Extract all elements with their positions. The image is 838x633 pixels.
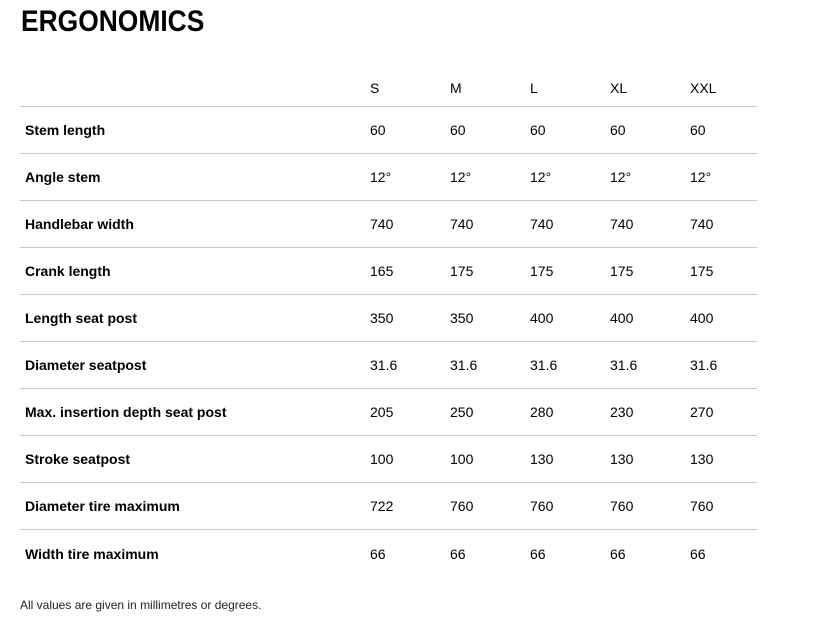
table-row: Length seat post 350 350 400 400 400 xyxy=(20,295,757,342)
row-value: 31.6 xyxy=(610,357,638,373)
row-value: 205 xyxy=(370,404,394,420)
row-value: 12° xyxy=(450,169,472,185)
row-value: 31.6 xyxy=(450,357,478,373)
row-value: 60 xyxy=(370,122,386,138)
row-value: 400 xyxy=(610,310,634,326)
table-row: Width tire maximum 66 66 66 66 66 xyxy=(20,530,757,577)
row-value: 760 xyxy=(610,498,634,514)
row-value: 175 xyxy=(690,263,714,279)
row-label: Length seat post xyxy=(25,310,138,326)
row-value: 175 xyxy=(530,263,554,279)
row-label: Crank length xyxy=(25,263,111,279)
row-value: 350 xyxy=(370,310,394,326)
column-header-m: M xyxy=(450,80,462,96)
row-label: Stroke seatpost xyxy=(25,451,131,467)
column-header-s: S xyxy=(370,80,380,96)
row-value: 100 xyxy=(450,451,474,467)
row-value: 722 xyxy=(370,498,394,514)
table-row: Max. insertion depth seat post 205 250 280 2… xyxy=(20,389,757,436)
table-row: Diameter tire maximum 722 760 760 760 760 xyxy=(20,483,757,530)
row-value: 250 xyxy=(450,404,474,420)
row-value: 740 xyxy=(370,216,394,232)
row-value: 60 xyxy=(530,122,546,138)
row-value: 130 xyxy=(530,451,554,467)
row-value: 12° xyxy=(370,169,392,185)
row-label: Diameter seatpost xyxy=(25,357,147,373)
row-value: 100 xyxy=(370,451,394,467)
column-header-l: L xyxy=(530,80,538,96)
row-value: 12° xyxy=(530,169,552,185)
row-value: 66 xyxy=(610,545,626,562)
row-label: Handlebar width xyxy=(25,216,134,232)
row-value: 12° xyxy=(690,169,712,185)
row-value: 740 xyxy=(450,216,474,232)
page-title: ERGONOMICS xyxy=(21,5,205,38)
row-value: 66 xyxy=(530,545,546,562)
row-value: 165 xyxy=(370,263,394,279)
row-value: 175 xyxy=(610,263,634,279)
row-value: 60 xyxy=(610,122,626,138)
row-value: 66 xyxy=(450,545,466,562)
row-value: 66 xyxy=(370,545,386,562)
row-value: 760 xyxy=(690,498,714,514)
row-label: Angle stem xyxy=(25,169,101,185)
row-value: 740 xyxy=(530,216,554,232)
row-value: 130 xyxy=(690,451,714,467)
row-value: 12° xyxy=(610,169,632,185)
row-label: Stem length xyxy=(25,122,106,138)
row-value: 31.6 xyxy=(530,357,558,373)
table-row: Angle stem 12° 12° 12° 12° 12° xyxy=(20,154,757,201)
row-value: 740 xyxy=(690,216,714,232)
footnote: All values are given in millimetres or d… xyxy=(20,598,262,612)
table-row: Crank length 165 175 175 175 175 xyxy=(20,248,757,295)
ergonomics-table: S M L XL XXL Stem length 60 60 60 60 60 Angle stem… xyxy=(20,70,757,577)
row-value: 66 xyxy=(690,545,706,562)
table-header-row: S M L XL XXL xyxy=(20,70,757,107)
row-value: 31.6 xyxy=(690,357,718,373)
table-body: Stem length 60 60 60 60 60 Angle stem 12° 12° 12°… xyxy=(20,107,757,577)
row-value: 175 xyxy=(450,263,474,279)
row-value: 270 xyxy=(690,404,714,420)
row-value: 60 xyxy=(690,122,706,138)
row-value: 760 xyxy=(530,498,554,514)
table-row: Handlebar width 740 740 740 740 740 xyxy=(20,201,757,248)
table-row: Diameter seatpost 31.6 31.6 31.6 31.6 31.6 xyxy=(20,342,757,389)
row-value: 400 xyxy=(690,310,714,326)
row-value: 230 xyxy=(610,404,634,420)
row-value: 60 xyxy=(450,122,466,138)
row-label: Diameter tire maximum xyxy=(25,498,180,514)
column-header-xl: XL xyxy=(610,80,628,96)
row-value: 130 xyxy=(610,451,634,467)
row-value: 31.6 xyxy=(370,357,398,373)
row-value: 740 xyxy=(610,216,634,232)
table-row: Stem length 60 60 60 60 60 xyxy=(20,107,757,154)
row-value: 400 xyxy=(530,310,554,326)
table-row: Stroke seatpost 100 100 130 130 130 xyxy=(20,436,757,483)
row-value: 280 xyxy=(530,404,554,420)
row-value: 350 xyxy=(450,310,474,326)
row-label: Max. insertion depth seat post xyxy=(25,404,227,420)
row-label: Width tire maximum xyxy=(25,545,159,562)
row-value: 760 xyxy=(450,498,474,514)
column-header-xxl: XXL xyxy=(690,80,717,96)
